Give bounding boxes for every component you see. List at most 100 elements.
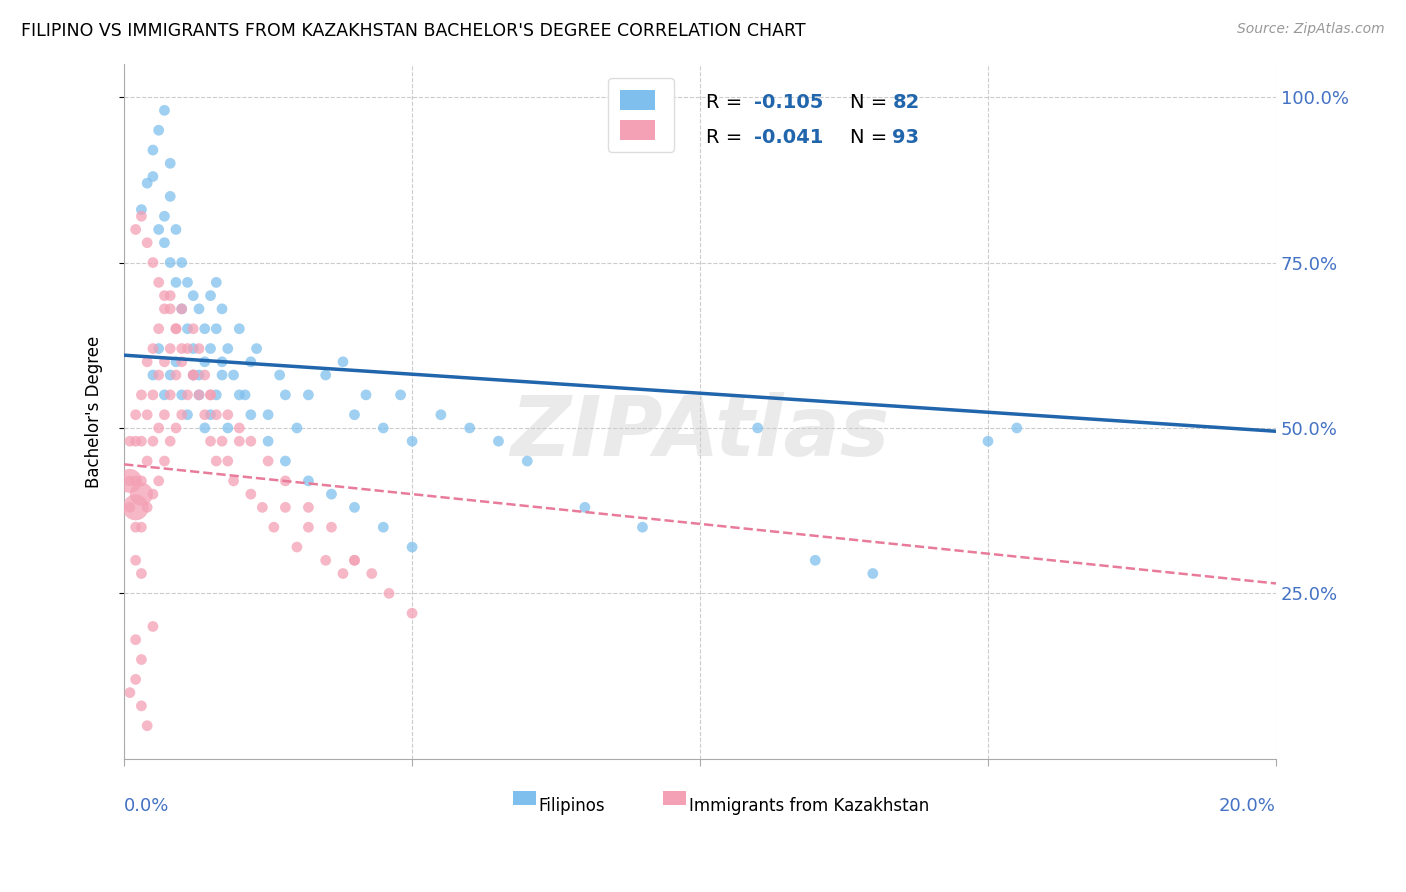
Point bbox=[148, 474, 170, 488]
Point bbox=[159, 189, 181, 203]
Point bbox=[131, 566, 153, 581]
Point bbox=[131, 434, 153, 449]
Point bbox=[170, 342, 193, 356]
Point bbox=[118, 500, 141, 515]
Point bbox=[297, 500, 319, 515]
Point bbox=[153, 408, 176, 422]
Point bbox=[274, 474, 297, 488]
Point bbox=[181, 368, 204, 382]
Point bbox=[194, 368, 217, 382]
Point bbox=[1005, 421, 1028, 435]
Point bbox=[217, 408, 239, 422]
Point bbox=[200, 288, 222, 302]
Point bbox=[269, 368, 291, 382]
Point bbox=[176, 408, 198, 422]
Point bbox=[181, 368, 204, 382]
Point bbox=[176, 342, 198, 356]
Point bbox=[458, 421, 481, 435]
Point bbox=[217, 342, 239, 356]
Point bbox=[159, 368, 181, 382]
Point bbox=[170, 301, 193, 316]
Point bbox=[252, 500, 274, 515]
Text: 20.0%: 20.0% bbox=[1219, 797, 1277, 815]
Point bbox=[124, 434, 146, 449]
Point bbox=[239, 355, 262, 369]
Point bbox=[401, 434, 423, 449]
Point bbox=[118, 474, 141, 488]
Text: 93: 93 bbox=[893, 128, 920, 146]
Point bbox=[131, 520, 153, 534]
Text: 0.0%: 0.0% bbox=[124, 797, 170, 815]
Point bbox=[181, 322, 204, 336]
Point bbox=[124, 520, 146, 534]
Point bbox=[747, 421, 769, 435]
Point bbox=[574, 500, 596, 515]
Point bbox=[245, 342, 267, 356]
Point bbox=[228, 421, 250, 435]
Point bbox=[131, 209, 153, 223]
Point bbox=[176, 388, 198, 402]
Point bbox=[211, 368, 233, 382]
Point bbox=[274, 454, 297, 468]
Point bbox=[205, 388, 228, 402]
Point bbox=[257, 408, 280, 422]
Point bbox=[153, 388, 176, 402]
Point bbox=[228, 322, 250, 336]
Point bbox=[170, 355, 193, 369]
Text: N =: N = bbox=[849, 128, 893, 146]
Point bbox=[205, 322, 228, 336]
Point bbox=[263, 520, 285, 534]
Point bbox=[389, 388, 412, 402]
Point bbox=[131, 202, 153, 217]
Point bbox=[217, 421, 239, 435]
Point bbox=[153, 103, 176, 118]
Point bbox=[159, 255, 181, 269]
Text: Filipinos: Filipinos bbox=[538, 797, 606, 815]
Point bbox=[373, 421, 395, 435]
Point bbox=[188, 368, 211, 382]
Point bbox=[200, 342, 222, 356]
Text: 82: 82 bbox=[893, 93, 920, 112]
Point bbox=[148, 342, 170, 356]
Point bbox=[142, 342, 165, 356]
Point bbox=[159, 301, 181, 316]
Point bbox=[205, 276, 228, 290]
Point bbox=[257, 434, 280, 449]
Point bbox=[257, 454, 280, 468]
Point bbox=[148, 123, 170, 137]
Point bbox=[148, 368, 170, 382]
Point bbox=[170, 408, 193, 422]
Point bbox=[142, 388, 165, 402]
Point bbox=[274, 388, 297, 402]
Point bbox=[136, 719, 159, 733]
Point bbox=[321, 487, 343, 501]
Text: N =: N = bbox=[849, 93, 893, 112]
Legend: , : , bbox=[607, 78, 673, 152]
Point bbox=[124, 222, 146, 236]
Point bbox=[136, 176, 159, 190]
Point bbox=[136, 235, 159, 250]
Point bbox=[170, 255, 193, 269]
Point bbox=[217, 454, 239, 468]
Point bbox=[118, 474, 141, 488]
Point bbox=[148, 222, 170, 236]
Point bbox=[153, 355, 176, 369]
Point bbox=[222, 368, 245, 382]
Point bbox=[165, 322, 187, 336]
Point bbox=[378, 586, 401, 600]
Point bbox=[205, 454, 228, 468]
Point bbox=[188, 388, 211, 402]
Point bbox=[142, 368, 165, 382]
Text: R =: R = bbox=[706, 128, 748, 146]
Point bbox=[804, 553, 827, 567]
Text: R =: R = bbox=[706, 93, 748, 112]
Point bbox=[977, 434, 1000, 449]
Point bbox=[148, 322, 170, 336]
Point bbox=[159, 434, 181, 449]
Point bbox=[181, 342, 204, 356]
Point bbox=[194, 421, 217, 435]
Point bbox=[631, 520, 654, 534]
Point bbox=[165, 355, 187, 369]
Point bbox=[136, 355, 159, 369]
Point bbox=[274, 500, 297, 515]
